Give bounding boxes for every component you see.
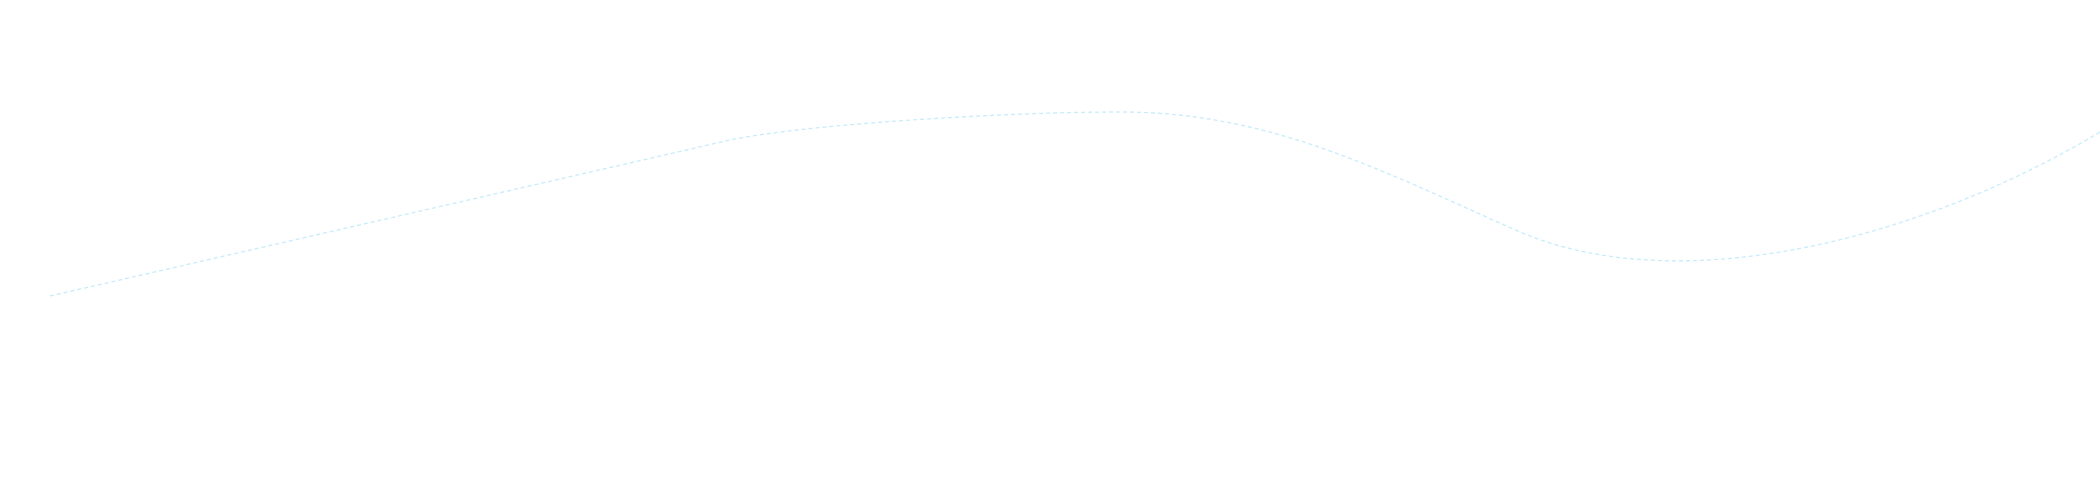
dashed-curve bbox=[49, 111, 2100, 297]
